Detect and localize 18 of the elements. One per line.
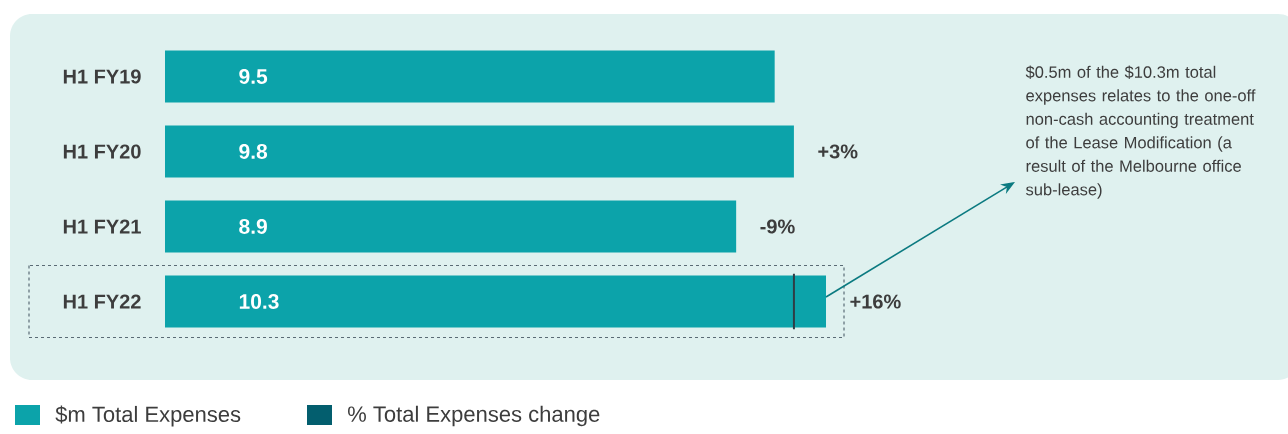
annotation: +16%: [850, 294, 901, 309]
annotation: +3%: [818, 144, 858, 159]
bar: [165, 275, 827, 328]
y-tick-label: H1 FY20: [63, 144, 141, 159]
y-tick-label: H1 FY19: [63, 69, 141, 84]
bar: [165, 125, 794, 178]
data-label: 9.8: [239, 144, 268, 159]
data-label: 10.3: [239, 294, 279, 309]
y-tick-label: H1 FY22: [63, 294, 141, 309]
legend-label: $m Total Expenses: [55, 405, 241, 427]
text: $0.5m of the $10.3m total expenses relates to the one-off non-cash accounting treatment of the Lease Modification (a result of the Melbourne office sub-lease): [1025, 65, 1256, 199]
data-label: 9.5: [239, 69, 268, 84]
annotation: -9%: [760, 219, 795, 234]
data-label: 8.9: [239, 219, 267, 234]
legend-label: % Total Expenses change: [347, 405, 600, 427]
bar: [165, 200, 737, 253]
bar: [165, 50, 775, 103]
y-tick-label: H1 FY21: [63, 219, 141, 234]
